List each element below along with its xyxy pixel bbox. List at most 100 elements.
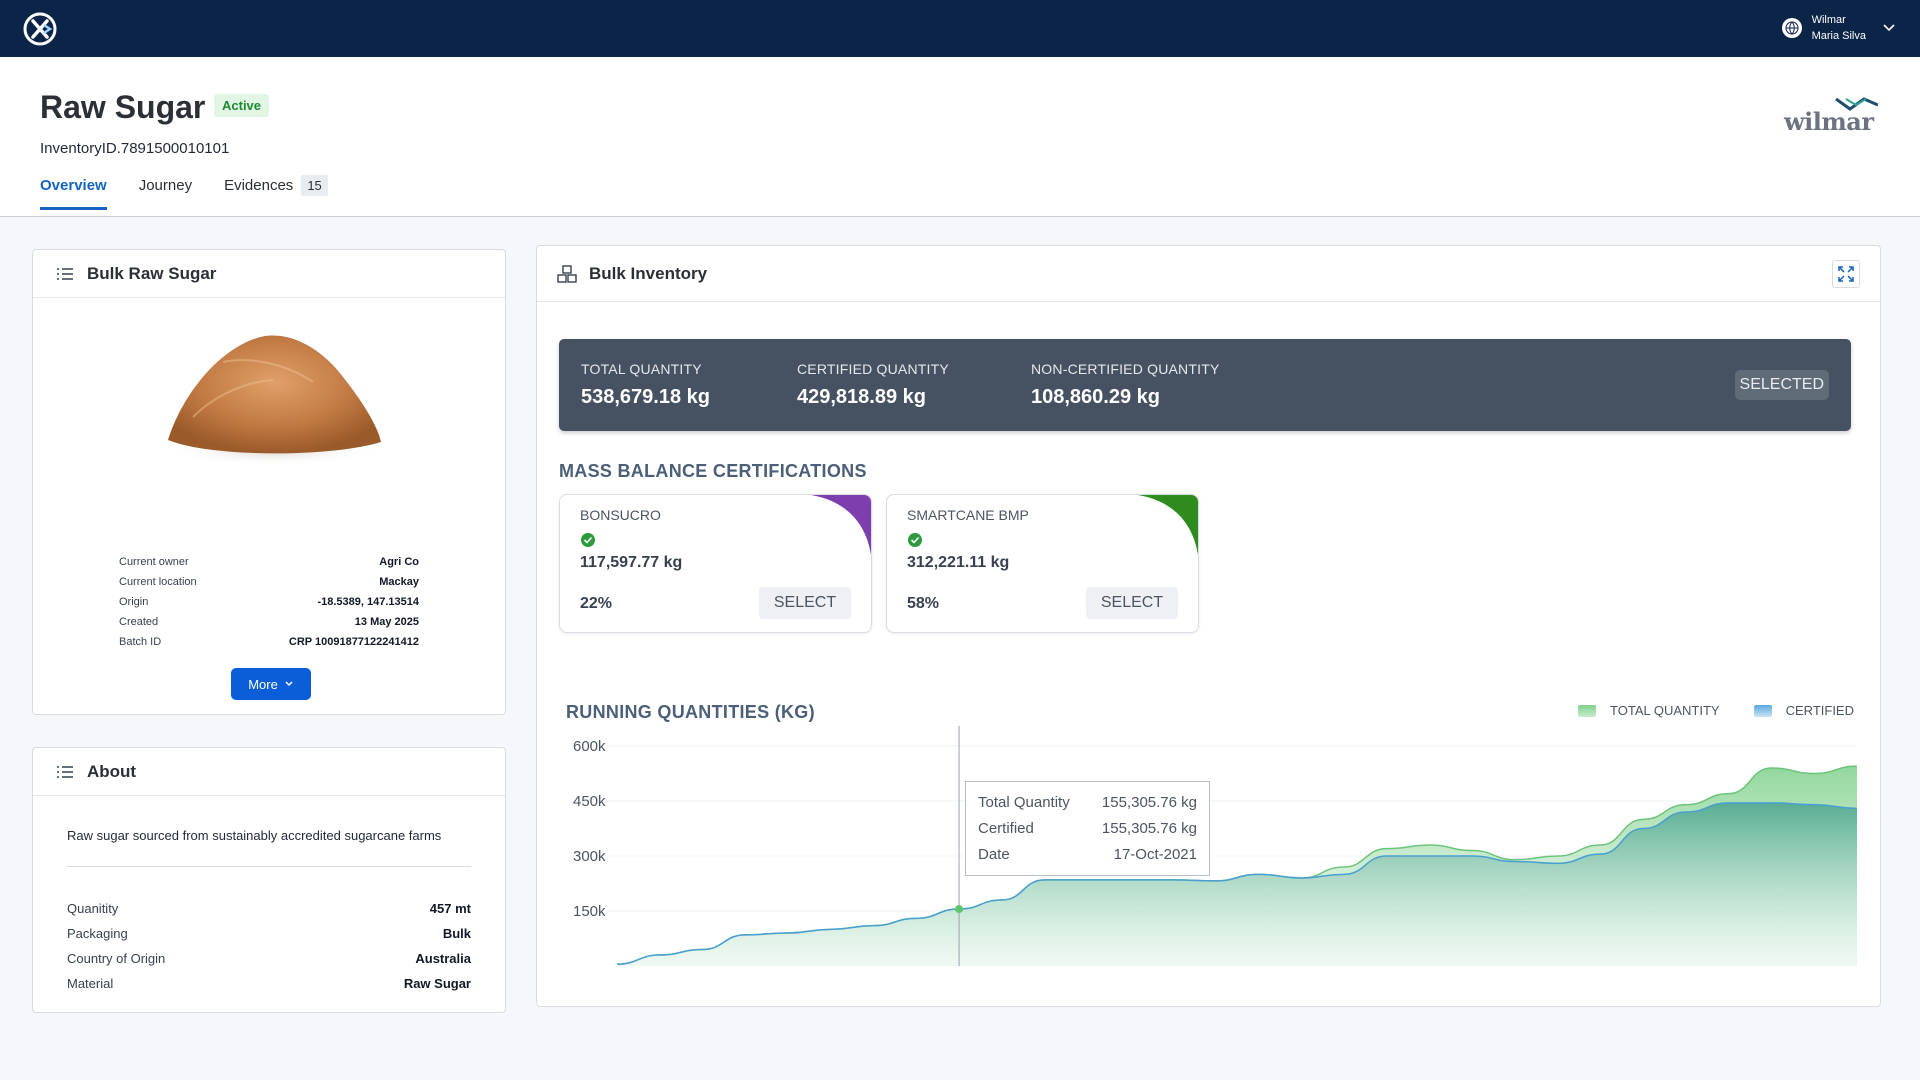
tab-bar: Overview Journey Evidences 15: [40, 175, 328, 210]
detail-value: Agri Co: [379, 556, 419, 568]
about-card-title: About: [87, 761, 137, 781]
detail-value: CRP 10091877122241412: [288, 636, 419, 648]
legend-label: CERTIFIED: [1785, 703, 1854, 718]
inventory-card-title: Bulk Inventory: [589, 263, 708, 283]
expand-button[interactable]: [1832, 260, 1860, 288]
evidence-count-badge: 15: [301, 175, 328, 196]
series-line-certified: [616, 802, 1858, 965]
tab-overview[interactable]: Overview: [40, 175, 107, 210]
certification-card-bonsucro[interactable]: BONSUCRO 117,597.77 kg 22% SELECT: [559, 494, 872, 633]
brand-name: wilmar: [1784, 107, 1874, 136]
inventory-card-header: Bulk Inventory: [537, 246, 1880, 302]
tooltip-row: Certified 155,305.76 kg: [978, 815, 1197, 841]
x-logo-icon[interactable]: [22, 11, 58, 47]
detail-label: Current location: [119, 576, 197, 588]
certification-card-smartcane[interactable]: SMARTCANE BMP 312,221.11 kg 58% SELECT: [886, 494, 1199, 633]
bulk-inventory-card: Bulk Inventory TOTAL QUANTITY 538,679.18…: [536, 245, 1881, 1007]
user-menu[interactable]: Wilmar Maria Silva: [1781, 12, 1896, 44]
about-row: Country of Origin Australia: [67, 946, 471, 971]
certification-accent: [811, 495, 871, 555]
hover-point[interactable]: [955, 905, 964, 914]
about-description: Raw sugar sourced from sustainably accre…: [67, 828, 442, 843]
more-button[interactable]: More: [231, 668, 311, 700]
status-badge: Active: [214, 94, 270, 117]
tooltip-label: Total Quantity: [978, 793, 1070, 811]
detail-row: Current location Mackay: [119, 572, 419, 592]
quantity-summary-panel[interactable]: TOTAL QUANTITY 538,679.18 kg CERTIFIED Q…: [559, 339, 1851, 431]
chart-legend: TOTAL QUANTITY CERTIFIED: [1578, 703, 1854, 718]
running-quantities-chart[interactable]: 600k 450k 300k 150k: [537, 726, 1882, 1006]
y-tick-label: 150k: [573, 903, 606, 920]
selected-button[interactable]: SELECTED: [1734, 370, 1829, 400]
user-org: Wilmar: [1811, 14, 1846, 26]
product-details: Current owner Agri Co Current location Mac…: [119, 552, 419, 652]
about-value: Australia: [415, 951, 471, 966]
certification-quantity: 312,221.11 kg: [907, 554, 1010, 571]
select-button[interactable]: SELECT: [1086, 587, 1178, 619]
tooltip-value: 155,305.76 kg: [1101, 819, 1197, 837]
about-attributes: Quanitity 457 mt Packaging Bulk Country of…: [67, 896, 471, 996]
total-quantity-label: TOTAL QUANTITY: [581, 361, 702, 377]
tab-journey[interactable]: Journey: [139, 175, 192, 210]
about-value: Bulk: [442, 926, 471, 941]
tooltip-row: Date 17-Oct-2021: [978, 841, 1197, 867]
detail-value: Mackay: [379, 576, 419, 588]
y-tick-label: 300k: [573, 848, 606, 865]
list-icon: [57, 765, 73, 778]
certification-percent: 22%: [580, 595, 613, 612]
about-row: Packaging Bulk: [67, 921, 471, 946]
tooltip-label: Certified: [978, 819, 1034, 837]
certification-quantity: 117,597.77 kg: [580, 554, 683, 571]
tooltip-value: 155,305.76 kg: [1101, 793, 1197, 811]
expand-icon: [1838, 266, 1854, 282]
check-circle-icon: [908, 533, 922, 547]
about-value: 457 mt: [429, 901, 471, 916]
legend-swatch: [1753, 704, 1772, 717]
page-title: Raw Sugar: [40, 89, 206, 125]
product-card-header: Bulk Raw Sugar: [33, 250, 505, 298]
detail-value: 13 May 2025: [354, 616, 419, 628]
divider: [67, 866, 471, 867]
about-label: Packaging: [67, 926, 128, 941]
detail-row: Created 13 May 2025: [119, 612, 419, 632]
non-certified-quantity-label: NON-CERTIFIED QUANTITY: [1031, 361, 1220, 377]
chevron-down-icon[interactable]: [1882, 21, 1896, 35]
tab-evidences[interactable]: Evidences 15: [224, 175, 328, 210]
legend-item-certified[interactable]: CERTIFIED: [1753, 703, 1854, 718]
legend-item-total[interactable]: TOTAL QUANTITY: [1578, 703, 1720, 718]
tooltip-label: Date: [978, 845, 1010, 863]
product-card-title: Bulk Raw Sugar: [87, 263, 217, 283]
legend-swatch: [1578, 704, 1597, 717]
raw-sugar-image: [163, 335, 383, 466]
top-bar: Wilmar Maria Silva: [0, 0, 1920, 57]
detail-label: Current owner: [119, 556, 189, 568]
user-name: Wilmar Maria Silva: [1812, 12, 1866, 44]
non-certified-quantity: NON-CERTIFIED QUANTITY 108,860.29 kg: [1031, 361, 1219, 409]
check-circle-icon: [581, 533, 595, 547]
tab-label: Overview: [40, 177, 107, 194]
total-quantity: TOTAL QUANTITY 538,679.18 kg: [581, 361, 710, 409]
certified-quantity-value: 429,818.89 kg: [797, 386, 926, 408]
detail-label: Origin: [119, 596, 149, 608]
inventory-id: InventoryID.7891500010101: [40, 140, 230, 157]
brand-logo: wilmar: [1784, 97, 1880, 137]
tab-label: Journey: [138, 177, 193, 194]
select-button[interactable]: SELECT: [759, 587, 851, 619]
more-button-label: More: [248, 676, 278, 692]
non-certified-quantity-value: 108,860.29 kg: [1031, 386, 1160, 408]
tab-label: Evidences: [224, 177, 294, 194]
about-label: Country of Origin: [67, 951, 166, 966]
user-fullname: Maria Silva: [1811, 30, 1866, 42]
about-value: Raw Sugar: [403, 976, 471, 991]
chart-tooltip: Total Quantity 155,305.76 kg Certified 155…: [965, 781, 1210, 876]
boxes-icon: [557, 264, 577, 283]
y-tick-label: 600k: [573, 738, 606, 755]
detail-value: -18.5389, 147.13514: [317, 596, 419, 608]
about-label: Material: [67, 976, 114, 991]
globe-icon: [1781, 18, 1802, 38]
list-icon: [57, 267, 73, 280]
detail-row: Origin -18.5389, 147.13514: [119, 592, 419, 612]
about-label: Quanitity: [67, 901, 119, 916]
tooltip-row: Total Quantity 155,305.76 kg: [978, 789, 1197, 815]
detail-row: Batch ID CRP 10091877122241412: [119, 632, 419, 652]
